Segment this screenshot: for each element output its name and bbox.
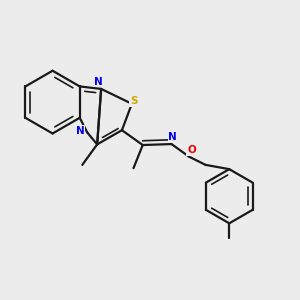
- Text: S: S: [130, 96, 138, 106]
- Text: O: O: [187, 145, 196, 155]
- Text: N: N: [94, 76, 103, 87]
- Text: N: N: [168, 132, 177, 142]
- Text: N: N: [76, 126, 84, 136]
